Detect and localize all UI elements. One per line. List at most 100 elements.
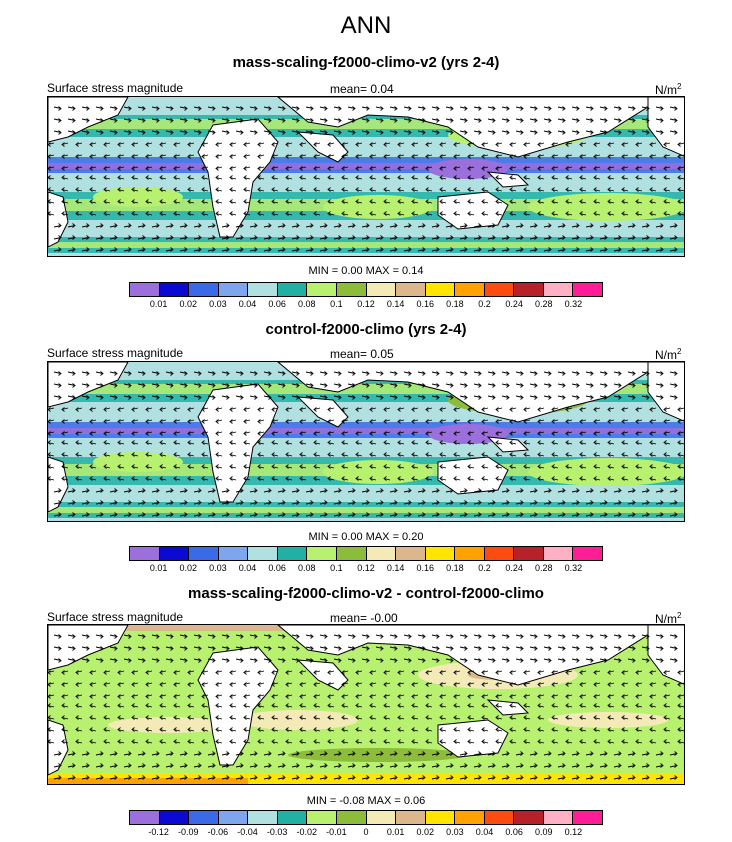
- wind-arrowhead: [632, 383, 636, 388]
- wind-arrowhead: [212, 395, 216, 400]
- wind-arrowhead: [495, 682, 499, 687]
- wind-arrow: [529, 502, 538, 505]
- wind-arrowhead: [464, 247, 468, 252]
- wind-arrowhead: [397, 694, 401, 699]
- wind-arrowhead: [509, 694, 513, 699]
- wind-arrow: [249, 765, 258, 768]
- wind-arrow: [291, 765, 300, 768]
- wind-arrowhead: [562, 223, 566, 228]
- wind-arrow: [179, 753, 188, 756]
- wind-arrowhead: [173, 154, 177, 159]
- colorbar-tick-label: 0.06: [268, 563, 286, 573]
- wind-arrowhead: [663, 694, 667, 699]
- wind-arrowhead: [254, 235, 258, 240]
- wind-arrowhead: [215, 476, 219, 481]
- wind-arrowhead: [537, 154, 541, 159]
- wind-arrowhead: [663, 187, 667, 192]
- wind-arrow: [81, 383, 90, 386]
- wind-arrowhead: [607, 211, 611, 216]
- wind-arrowhead: [61, 694, 65, 699]
- wind-arrowhead: [327, 431, 331, 436]
- wind-arrowhead: [439, 715, 443, 720]
- wind-arrowhead: [495, 727, 499, 732]
- contour-region: [323, 195, 433, 219]
- wind-arrowhead: [649, 464, 653, 469]
- wind-arrow: [263, 249, 272, 252]
- wind-arrowhead: [593, 175, 597, 180]
- wind-arrowhead: [282, 763, 286, 768]
- wind-arrowhead: [313, 187, 317, 192]
- wind-arrowhead: [436, 395, 440, 400]
- wind-arrowhead: [590, 106, 594, 111]
- wind-arrow: [473, 502, 482, 505]
- wind-arrowhead: [229, 440, 233, 445]
- wind-arrow: [263, 502, 272, 505]
- colorbar-tick-label: 0.16: [416, 563, 435, 573]
- wind-arrowhead: [310, 658, 314, 663]
- wind-arrow: [333, 237, 342, 240]
- wind-arrowhead: [75, 440, 79, 445]
- wind-arrowhead: [187, 715, 191, 720]
- wind-arrowhead: [243, 703, 247, 708]
- wind-arrowhead: [649, 440, 653, 445]
- wind-arrow: [179, 514, 188, 517]
- wind-arrowhead: [436, 247, 440, 252]
- wind-arrowhead: [380, 383, 384, 388]
- wind-arrowhead: [674, 223, 678, 228]
- wind-arrow: [403, 765, 412, 768]
- wind-arrowhead: [187, 682, 191, 687]
- wind-arrowhead: [411, 199, 415, 204]
- wind-arrowhead: [254, 106, 258, 111]
- wind-arrowhead: [467, 715, 471, 720]
- wind-arrow: [137, 514, 146, 517]
- wind-arrowhead: [338, 646, 342, 651]
- wind-arrow: [151, 502, 160, 505]
- colorbar-tick-label: 0.2: [478, 563, 491, 573]
- wind-arrowhead: [450, 106, 454, 111]
- wind-arrowhead: [436, 500, 440, 505]
- wind-arrow: [263, 514, 272, 517]
- wind-arrowhead: [268, 130, 272, 135]
- wind-arrowhead: [156, 658, 160, 663]
- wind-arrowhead: [156, 775, 160, 780]
- wind-arrow: [277, 502, 286, 505]
- wind-arrowhead: [229, 419, 233, 424]
- wind-arrowhead: [327, 694, 331, 699]
- wind-arrow: [207, 383, 216, 386]
- wind-arrow: [291, 646, 300, 649]
- wind-arrowhead: [551, 452, 555, 457]
- wind-arrow: [543, 106, 552, 109]
- wind-arrowhead: [338, 130, 342, 135]
- wind-arrowhead: [369, 154, 373, 159]
- wind-arrowhead: [159, 419, 163, 424]
- wind-arrow: [389, 490, 398, 493]
- wind-arrowhead: [646, 751, 650, 756]
- wind-arrowhead: [411, 440, 415, 445]
- wind-arrow: [389, 118, 398, 121]
- wind-arrowhead: [103, 142, 107, 147]
- wind-arrowhead: [61, 199, 65, 204]
- wind-arrowhead: [173, 175, 177, 180]
- wind-arrow: [613, 658, 622, 661]
- wind-arrowhead: [61, 727, 65, 732]
- wind-arrow: [487, 106, 496, 109]
- wind-arrowhead: [341, 694, 345, 699]
- wind-arrowhead: [380, 763, 384, 768]
- wind-arrowhead: [492, 395, 496, 400]
- wind-arrow: [487, 383, 496, 386]
- wind-arrow: [277, 249, 286, 252]
- wind-arrowhead: [450, 247, 454, 252]
- wind-arrowhead: [509, 739, 513, 744]
- wind-arrow: [249, 634, 258, 637]
- wind-arrow: [221, 490, 230, 493]
- wind-arrowhead: [61, 142, 65, 147]
- wind-arrowhead: [184, 235, 188, 240]
- wind-arrowhead: [75, 175, 79, 180]
- wind-arrowhead: [593, 739, 597, 744]
- wind-arrowhead: [520, 371, 524, 376]
- wind-arrowhead: [229, 407, 233, 412]
- wind-arrowhead: [621, 166, 625, 171]
- wind-arrowhead: [576, 118, 580, 123]
- wind-arrowhead: [674, 751, 678, 756]
- wind-arrow: [137, 106, 146, 109]
